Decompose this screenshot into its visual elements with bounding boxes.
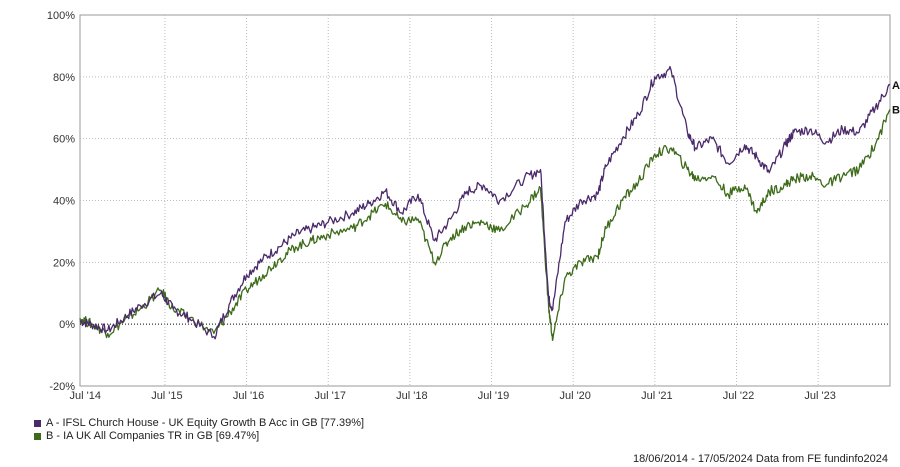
x-tick-label: Jul '15 (151, 390, 182, 402)
y-tick-label: 80% (53, 72, 75, 84)
legend-swatch-a (34, 420, 41, 427)
end-label-a: A (892, 80, 900, 92)
performance-chart: 100% 80% 60% 40% 20% 0% -20%Jul '14 Jul '15 Jul … (47, 10, 900, 402)
x-tick-label: Jul '18 (396, 390, 427, 402)
x-tick-label: Jul '19 (478, 390, 509, 402)
end-labels: BA (892, 80, 900, 116)
y-tick-label: 0% (59, 319, 75, 331)
legend-item-b: B - IA UK All Companies TR in GB [69.47%… (34, 430, 364, 443)
x-tick-label: Jul '23 (804, 390, 835, 402)
x-tick-label: Jul '14 (70, 390, 101, 402)
x-tick-label: Jul '17 (314, 390, 345, 402)
y-tick-label: -20% (49, 381, 75, 393)
x-tick-label: Jul '21 (641, 390, 672, 402)
legend: A - IFSL Church House - UK Equity Growth… (34, 417, 364, 443)
series-line-b (79, 109, 891, 342)
x-tick-label: Jul '20 (559, 390, 590, 402)
end-label-b: B (892, 104, 900, 116)
legend-label-b: B - IA UK All Companies TR in GB [69.47%… (46, 430, 260, 442)
legend-item-a: A - IFSL Church House - UK Equity Growth… (34, 417, 364, 430)
y-tick-label: 100% (47, 10, 75, 22)
footer-date-source: 18/06/2014 - 17/05/2024 Data from FE fun… (632, 453, 888, 465)
y-tick-label: 60% (53, 134, 75, 146)
series-line-a (79, 65, 891, 340)
chart-grid (79, 14, 891, 387)
x-tick-label: Jul '16 (233, 390, 264, 402)
axis-labels: 100% 80% 60% 40% 20% 0% -20%Jul '14 Jul '15 Jul … (47, 10, 836, 402)
legend-label-a: A - IFSL Church House - UK Equity Growth… (46, 417, 365, 429)
legend-swatch-b (34, 433, 41, 440)
x-tick-label: Jul '22 (723, 390, 754, 402)
y-tick-label: 40% (53, 196, 75, 208)
y-tick-label: 20% (53, 257, 75, 269)
series-lines (79, 65, 891, 342)
